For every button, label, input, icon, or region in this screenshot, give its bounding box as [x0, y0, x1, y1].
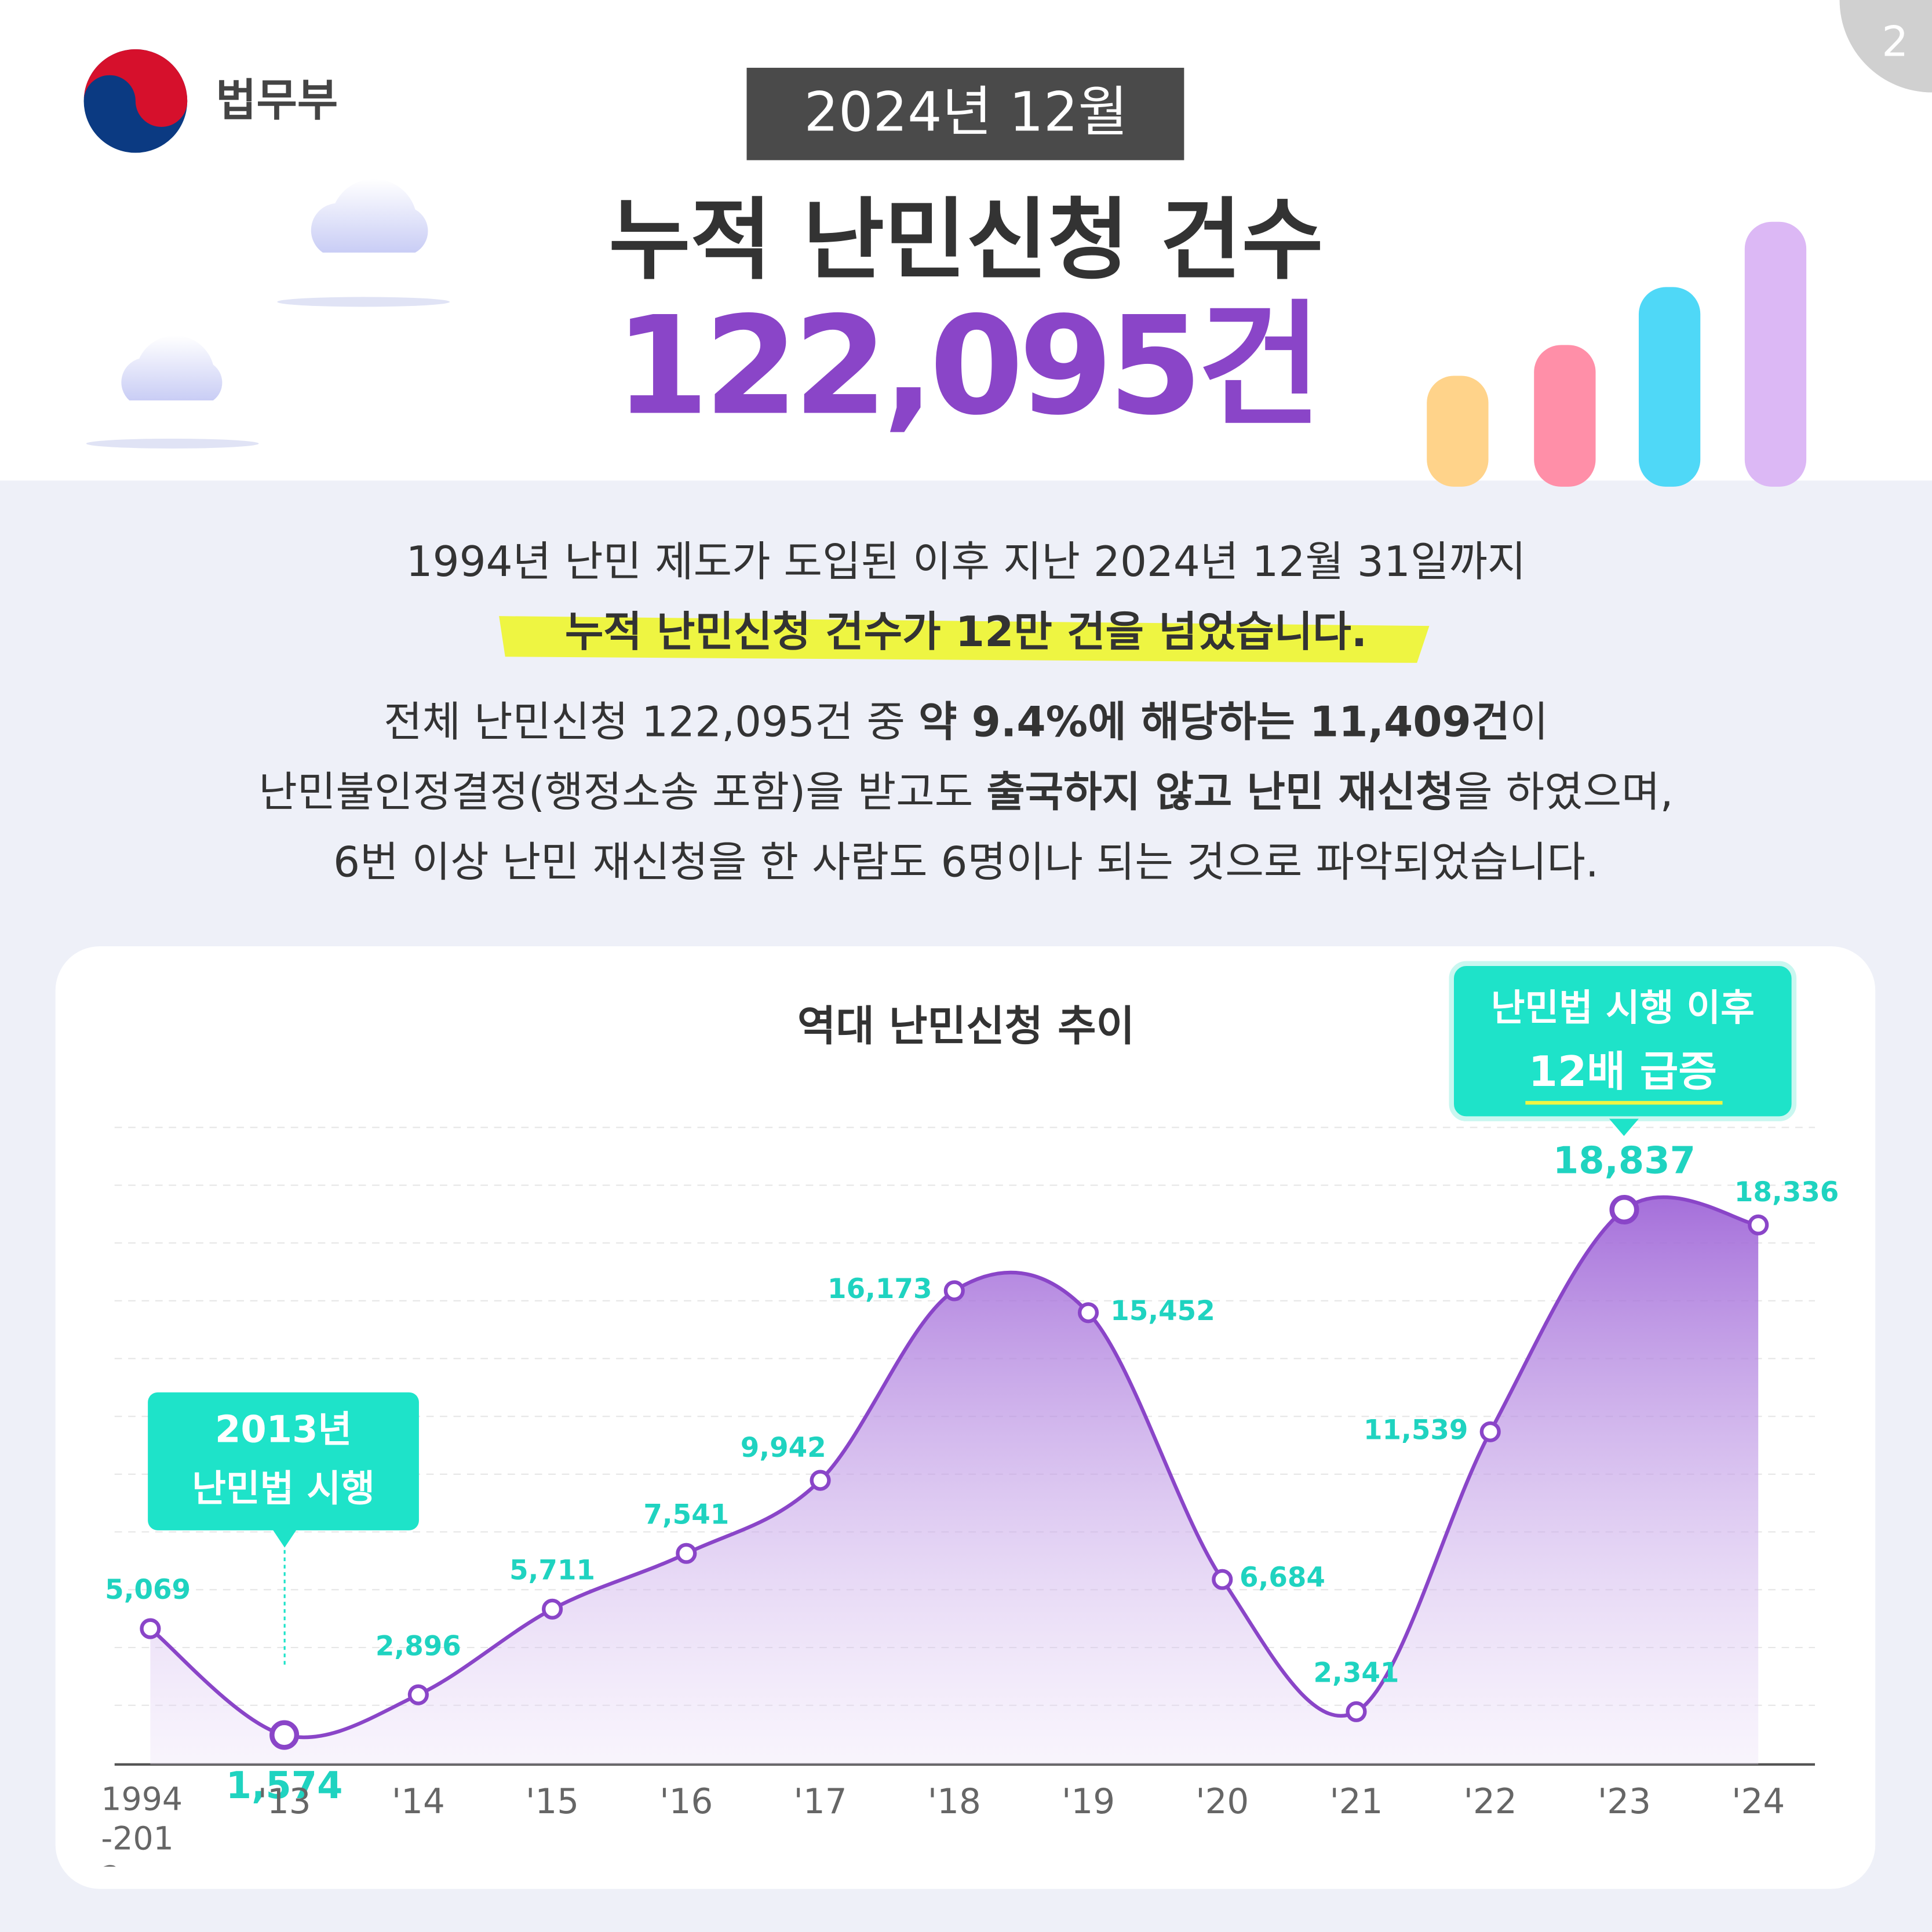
x-tick-label: '22 — [1464, 1782, 1517, 1822]
point — [1609, 1194, 1639, 1225]
x-tick-label: '13 — [258, 1782, 311, 1822]
logo — [83, 49, 188, 153]
x-tick-label: '20 — [1195, 1782, 1249, 1822]
ministry: 법무부 — [216, 75, 338, 127]
point — [542, 1598, 563, 1620]
x-tick-label: 1994-2012 — [101, 1781, 183, 1867]
value-label: 9,942 — [741, 1432, 826, 1464]
x-tick-label: '21 — [1329, 1782, 1383, 1822]
x-tick-label: '17 — [794, 1782, 847, 1822]
x-tick-label-wrap: 1994-2012 — [101, 1781, 183, 1867]
point — [1346, 1701, 1367, 1722]
detail-segment: 난민불인정결정(행정소송 포함)을 받고도 — [258, 768, 986, 816]
annotation-line: 2013년 — [215, 1408, 352, 1451]
x-tick-label: '16 — [659, 1782, 713, 1822]
x-tick-label: '24 — [1731, 1782, 1785, 1822]
point — [943, 1280, 965, 1302]
intro-highlight: 누적 난민신청 건수가 12만 건을 넘었습니다. — [565, 608, 1367, 657]
value-label: 11,539 — [1364, 1415, 1468, 1446]
date-badge — [746, 67, 1184, 161]
point — [1077, 1302, 1099, 1324]
value-label: 1,574 — [226, 1765, 343, 1807]
detail-segment: 6번 이상 난민 재신청을 한 사람도 6명이나 되는 것으로 파악되었습니다. — [333, 839, 1599, 887]
x-tick-label: '18 — [928, 1782, 981, 1822]
point — [140, 1618, 161, 1639]
annotation-line: 난민법 시행 — [192, 1467, 375, 1510]
point — [1748, 1214, 1769, 1235]
x-tick-label: '23 — [1598, 1782, 1651, 1822]
detail-line: 6번 이상 난민 재신청을 한 사람도 6명이나 되는 것으로 파악되었습니다. — [333, 839, 1599, 887]
detail: 전체 난민신청 122,095건 중 약 9.4%에 해당하는 11,409건이… — [258, 698, 1673, 887]
value-label: 18,837 — [1553, 1139, 1696, 1182]
annotation-line: 12배 급증 — [1529, 1048, 1717, 1096]
chart-title: 역대 난민신청 추이 — [797, 1002, 1135, 1051]
annotation-2013: 2013년 난민법 시행 — [148, 1392, 419, 1666]
point — [1212, 1569, 1233, 1590]
intro-line: 1994년 난민 제도가 도입된 이후 지난 2024년 12월 31일까지 — [406, 538, 1526, 586]
annotation-law: 난민법 시행 이후 12배 급증 — [1449, 961, 1797, 1136]
value-label: 2,896 — [376, 1631, 461, 1662]
x-tick-label: '19 — [1062, 1782, 1115, 1822]
page-badge — [1839, 0, 1932, 93]
point — [1479, 1421, 1501, 1442]
value-label: 5,711 — [509, 1555, 595, 1587]
point — [269, 1720, 300, 1750]
title: 누적 난민신청 건수 — [608, 189, 1323, 292]
x-tick-label: '15 — [526, 1782, 579, 1822]
value-label: 7,541 — [643, 1499, 729, 1530]
point — [676, 1543, 697, 1564]
decor-clouds — [86, 178, 450, 449]
value-label: 2,341 — [1314, 1657, 1399, 1689]
detail-line: 난민불인정결정(행정소송 포함)을 받고도 출국하지 않고 난민 재신청을 하였… — [258, 768, 1673, 816]
decor-bars — [1427, 221, 1807, 487]
detail-segment: 전체 난민신청 122,095건 중 — [384, 698, 918, 746]
page-number: 2 — [1882, 18, 1908, 67]
plot: 5,069 1,574 2,896 5,711 7,541 9,942 16,173 15,4… — [101, 1139, 1839, 1867]
point — [407, 1684, 429, 1705]
value-label: 16,173 — [828, 1274, 932, 1305]
value-label: 6,684 — [1240, 1562, 1325, 1594]
detail-segment: 약 9.4%에 해당하는 11,409건 — [918, 698, 1510, 746]
value-label: 15,452 — [1110, 1296, 1215, 1327]
annotation-line: 난민법 시행 이후 — [1491, 987, 1755, 1030]
x-tick-label: '14 — [392, 1782, 445, 1822]
point — [810, 1470, 831, 1491]
date: 2024년 12월 — [804, 81, 1128, 144]
detail-segment: 이 — [1510, 698, 1548, 746]
detail-line: 전체 난민신청 122,095건 중 약 9.4%에 해당하는 11,409건이 — [384, 698, 1548, 746]
value-label: 5,069 — [105, 1574, 191, 1606]
detail-segment: 을 하였으며, — [1454, 768, 1673, 816]
area — [150, 1197, 1759, 1765]
value-label: 18,336 — [1734, 1177, 1839, 1208]
highlight — [499, 616, 1430, 663]
detail-segment: 출국하지 않고 난민 재신청 — [986, 768, 1454, 816]
total: 122,095건 — [615, 287, 1317, 445]
